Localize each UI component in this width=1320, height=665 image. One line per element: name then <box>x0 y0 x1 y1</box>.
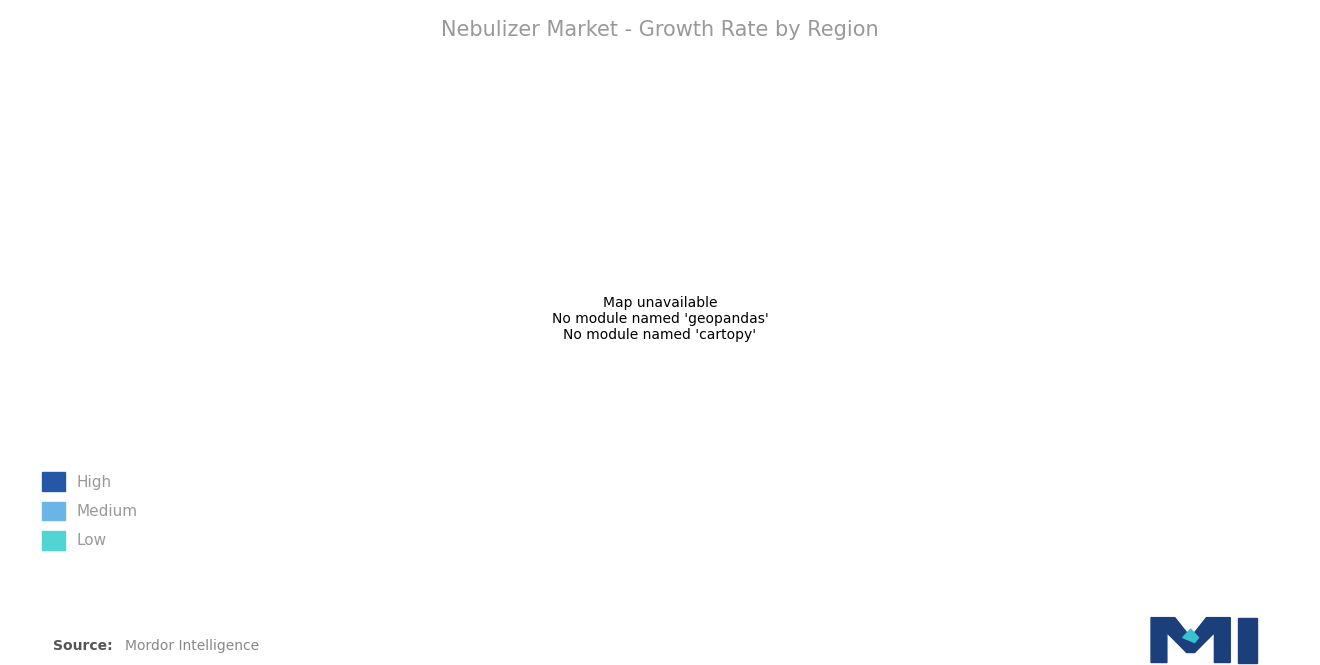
Polygon shape <box>1183 629 1199 642</box>
Text: Nebulizer Market - Growth Rate by Region: Nebulizer Market - Growth Rate by Region <box>441 20 879 40</box>
Legend: High, Medium, Low: High, Medium, Low <box>34 465 145 557</box>
Polygon shape <box>1238 618 1257 662</box>
Text: Source:: Source: <box>53 639 112 654</box>
Text: Mordor Intelligence: Mordor Intelligence <box>125 639 260 654</box>
Polygon shape <box>1151 618 1230 662</box>
Text: Map unavailable
No module named 'geopandas'
No module named 'cartopy': Map unavailable No module named 'geopand… <box>552 296 768 342</box>
